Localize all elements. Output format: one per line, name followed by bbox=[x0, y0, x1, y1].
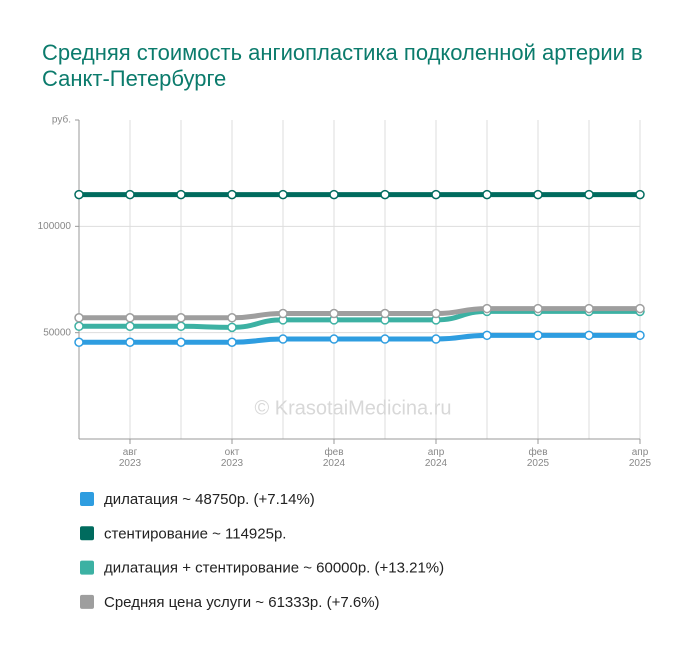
data-point bbox=[431, 334, 441, 344]
legend-swatch bbox=[80, 594, 94, 609]
data-point bbox=[584, 303, 594, 314]
data-point bbox=[227, 322, 237, 333]
data-point bbox=[125, 189, 135, 200]
data-point bbox=[227, 337, 237, 347]
series-line bbox=[79, 332, 640, 345]
data-point bbox=[533, 189, 543, 200]
data-point bbox=[482, 189, 492, 200]
data-point bbox=[482, 330, 492, 341]
data-point bbox=[584, 189, 594, 200]
data-point bbox=[176, 313, 186, 323]
data-point bbox=[329, 189, 339, 200]
data-point bbox=[227, 313, 237, 323]
data-point bbox=[329, 308, 339, 319]
y-tick-label: 100000 bbox=[38, 221, 72, 232]
data-point bbox=[176, 189, 186, 200]
data-point bbox=[533, 303, 543, 314]
data-point bbox=[380, 308, 390, 319]
data-point bbox=[431, 189, 441, 200]
data-point bbox=[431, 308, 441, 319]
y-tick-label: руб. bbox=[52, 114, 71, 126]
data-point bbox=[125, 313, 135, 323]
legend-label: дилатация + стентирование ~ 60000р. (+13… bbox=[104, 560, 444, 577]
data-point bbox=[176, 321, 186, 332]
data-point bbox=[125, 337, 135, 347]
data-point bbox=[482, 303, 492, 314]
legend-label: дилатация ~ 48750р. (+7.14%) bbox=[104, 491, 315, 508]
data-point bbox=[125, 321, 135, 332]
data-point bbox=[380, 334, 390, 344]
legend-swatch bbox=[80, 560, 94, 575]
x-tick-label: апр 2025 bbox=[628, 447, 652, 469]
x-tick-label: окт 2023 bbox=[220, 447, 244, 469]
x-tick-label: авг 2023 bbox=[118, 447, 142, 469]
series-line bbox=[78, 308, 640, 330]
legend-label: Средняя цена услуги ~ 61333р. (+7.6%) bbox=[104, 594, 380, 611]
data-point bbox=[635, 189, 645, 200]
data-point bbox=[584, 330, 594, 341]
data-point bbox=[227, 189, 237, 200]
data-point bbox=[74, 313, 84, 323]
y-tick-label: 50000 bbox=[43, 327, 71, 338]
chart-title: Средняя стоимость ангиопластика подколен… bbox=[42, 40, 643, 91]
data-point bbox=[74, 189, 84, 200]
data-point bbox=[533, 330, 543, 341]
legend-swatch bbox=[80, 526, 94, 541]
data-point bbox=[635, 303, 645, 314]
x-tick-label: фев 2024 bbox=[322, 447, 346, 469]
data-point bbox=[176, 337, 186, 347]
x-tick-label: фев 2025 bbox=[526, 447, 550, 469]
legend-swatch bbox=[80, 492, 94, 506]
data-point bbox=[74, 337, 84, 347]
data-point bbox=[278, 189, 288, 200]
data-point bbox=[380, 189, 390, 200]
data-point bbox=[635, 330, 645, 341]
data-point bbox=[329, 334, 339, 344]
x-tick-label: апр 2024 bbox=[424, 447, 448, 469]
watermark: © KrasotaiMedicina.ru bbox=[254, 397, 451, 419]
data-point bbox=[74, 321, 84, 332]
legend-label: стентирование ~ 114925р. bbox=[104, 525, 286, 542]
data-point bbox=[278, 334, 288, 344]
data-point bbox=[278, 308, 288, 319]
series-line bbox=[79, 306, 640, 321]
